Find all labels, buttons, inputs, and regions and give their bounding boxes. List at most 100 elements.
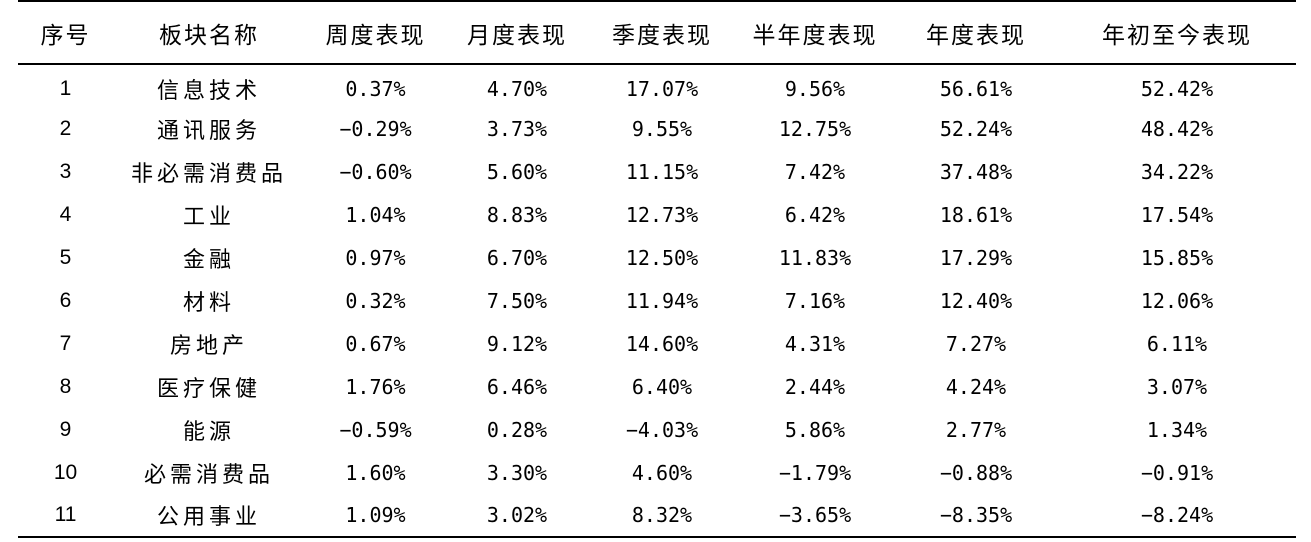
cell-sector-name: 材料 <box>182 290 235 316</box>
cell-quarterly: 11.15% <box>625 159 699 184</box>
cell-index: 6 <box>59 288 72 312</box>
cell-quarterly: 8.32% <box>588 494 736 538</box>
table-header: 序号 板块名称 周度表现 月度表现 季度表现 半年度表现 年度表现 年初至今表现 <box>18 0 1296 65</box>
cell-sector-name: 通讯服务 <box>156 118 261 144</box>
table-row: 7 房地产 0.67% 9.12% 14.60% 4.31% 7.27% 6.11% <box>18 322 1296 365</box>
cell-half-year: 7.16% <box>784 288 846 313</box>
cell-index: 10 <box>53 460 78 484</box>
cell-monthly: 3.73% <box>486 116 548 141</box>
cell-monthly: 5.60% <box>486 159 548 184</box>
table-body: 1 信息技术 0.37% 4.70% 17.07% 9.56% 56.61% 52.42% 2 通… <box>18 64 1296 538</box>
header-annual: 年度表现 <box>894 0 1058 65</box>
header-half-year: 半年度表现 <box>736 0 894 65</box>
cell-sector-name: 公用事业 <box>113 494 305 538</box>
cell-index: 1 <box>59 76 72 100</box>
cell-half-year: 7.42% <box>784 159 846 184</box>
cell-quarterly: 12.50% <box>625 245 699 270</box>
cell-index: 4 <box>59 202 72 226</box>
cell-annual: 52.24% <box>939 116 1013 141</box>
header-monthly: 月度表现 <box>446 0 588 65</box>
cell-monthly: 8.83% <box>486 202 548 227</box>
cell-annual: 18.61% <box>939 202 1013 227</box>
header-index: 序号 <box>18 0 113 65</box>
cell-monthly: 3.02% <box>446 494 588 538</box>
table-row: 9 能源 −0.59% 0.28% −4.03% 5.86% 2.77% 1.34% <box>18 408 1296 451</box>
cell-annual: 12.40% <box>939 288 1013 313</box>
cell-weekly: −0.59% <box>339 417 412 442</box>
table-row: 11 公用事业 1.09% 3.02% 8.32% −3.65% −8.35% −8.24% <box>18 494 1296 538</box>
cell-sector-name: 能源 <box>182 419 235 445</box>
cell-monthly: 4.70% <box>486 76 548 101</box>
cell-sector-name: 房地产 <box>169 333 248 359</box>
cell-weekly: 1.76% <box>345 374 406 399</box>
sector-performance-table-container: 序号 板块名称 周度表现 月度表现 季度表现 半年度表现 年度表现 年初至今表现… <box>18 0 1296 538</box>
cell-monthly: 7.50% <box>486 288 548 313</box>
cell-ytd: 48.42% <box>1140 116 1214 141</box>
header-quarterly: 季度表现 <box>588 0 736 65</box>
cell-ytd: −8.24% <box>1058 494 1296 538</box>
table-row: 2 通讯服务 −0.29% 3.73% 9.55% 12.75% 52.24% 48.42% <box>18 107 1296 150</box>
table-row: 5 金融 0.97% 6.70% 12.50% 11.83% 17.29% 15.85% <box>18 236 1296 279</box>
sector-performance-table: 序号 板块名称 周度表现 月度表现 季度表现 半年度表现 年度表现 年初至今表现… <box>18 0 1296 538</box>
cell-monthly: 6.70% <box>486 245 548 270</box>
cell-ytd: 3.07% <box>1146 374 1208 399</box>
cell-half-year: 11.83% <box>778 245 852 270</box>
header-row: 序号 板块名称 周度表现 月度表现 季度表现 半年度表现 年度表现 年初至今表现 <box>18 0 1296 65</box>
cell-annual: −0.88% <box>939 460 1013 485</box>
cell-annual: 17.29% <box>939 245 1013 270</box>
cell-weekly: −0.29% <box>339 116 412 141</box>
cell-ytd: 34.22% <box>1140 159 1214 184</box>
cell-ytd: 1.34% <box>1146 417 1208 442</box>
header-weekly: 周度表现 <box>305 0 446 65</box>
cell-quarterly: 17.07% <box>625 76 699 101</box>
table-row: 1 信息技术 0.37% 4.70% 17.07% 9.56% 56.61% 52.42% <box>18 64 1296 107</box>
cell-annual: 37.48% <box>939 159 1013 184</box>
cell-weekly: 0.37% <box>345 76 406 101</box>
cell-quarterly: −4.03% <box>625 417 699 442</box>
cell-annual: −8.35% <box>894 494 1058 538</box>
cell-sector-name: 工业 <box>182 204 235 230</box>
cell-weekly: 1.09% <box>305 494 446 538</box>
cell-index: 3 <box>59 159 72 183</box>
table-row: 4 工业 1.04% 8.83% 12.73% 6.42% 18.61% 17.54% <box>18 193 1296 236</box>
cell-sector-name: 信息技术 <box>156 78 261 104</box>
table-row: 10 必需消费品 1.60% 3.30% 4.60% −1.79% −0.88% −0.91% <box>18 451 1296 494</box>
cell-index: 11 <box>18 494 113 538</box>
cell-weekly: 1.60% <box>345 460 406 485</box>
cell-monthly: 6.46% <box>486 374 548 399</box>
table-row: 8 医疗保健 1.76% 6.46% 6.40% 2.44% 4.24% 3.07% <box>18 365 1296 408</box>
cell-half-year: 6.42% <box>784 202 846 227</box>
cell-half-year: 9.56% <box>784 76 846 101</box>
cell-half-year: 5.86% <box>784 417 846 442</box>
cell-weekly: 0.67% <box>345 331 406 356</box>
cell-monthly: 9.12% <box>486 331 548 356</box>
cell-ytd: −0.91% <box>1140 460 1214 485</box>
cell-ytd: 15.85% <box>1140 245 1214 270</box>
cell-ytd: 12.06% <box>1140 288 1214 313</box>
cell-half-year: 2.44% <box>784 374 846 399</box>
cell-quarterly: 4.60% <box>631 460 693 485</box>
cell-half-year: −1.79% <box>778 460 852 485</box>
header-sector-name: 板块名称 <box>113 0 305 65</box>
cell-weekly: −0.60% <box>339 159 412 184</box>
cell-index: 2 <box>59 116 72 140</box>
cell-sector-name: 必需消费品 <box>143 462 274 488</box>
cell-quarterly: 12.73% <box>625 202 699 227</box>
cell-index: 8 <box>59 374 72 398</box>
cell-index: 7 <box>59 331 72 355</box>
cell-ytd: 52.42% <box>1140 76 1214 101</box>
cell-annual: 7.27% <box>945 331 1007 356</box>
cell-annual: 2.77% <box>945 417 1007 442</box>
cell-quarterly: 11.94% <box>625 288 699 313</box>
table-row: 3 非必需消费品 −0.60% 5.60% 11.15% 7.42% 37.48% 34.22… <box>18 150 1296 193</box>
cell-half-year: 4.31% <box>784 331 846 356</box>
cell-weekly: 0.32% <box>345 288 406 313</box>
cell-annual: 56.61% <box>939 76 1013 101</box>
cell-quarterly: 14.60% <box>625 331 699 356</box>
cell-weekly: 1.04% <box>345 202 406 227</box>
cell-sector-name: 非必需消费品 <box>130 161 287 187</box>
table-row: 6 材料 0.32% 7.50% 11.94% 7.16% 12.40% 12.06% <box>18 279 1296 322</box>
cell-ytd: 6.11% <box>1146 331 1208 356</box>
cell-weekly: 0.97% <box>345 245 406 270</box>
cell-quarterly: 9.55% <box>631 116 693 141</box>
